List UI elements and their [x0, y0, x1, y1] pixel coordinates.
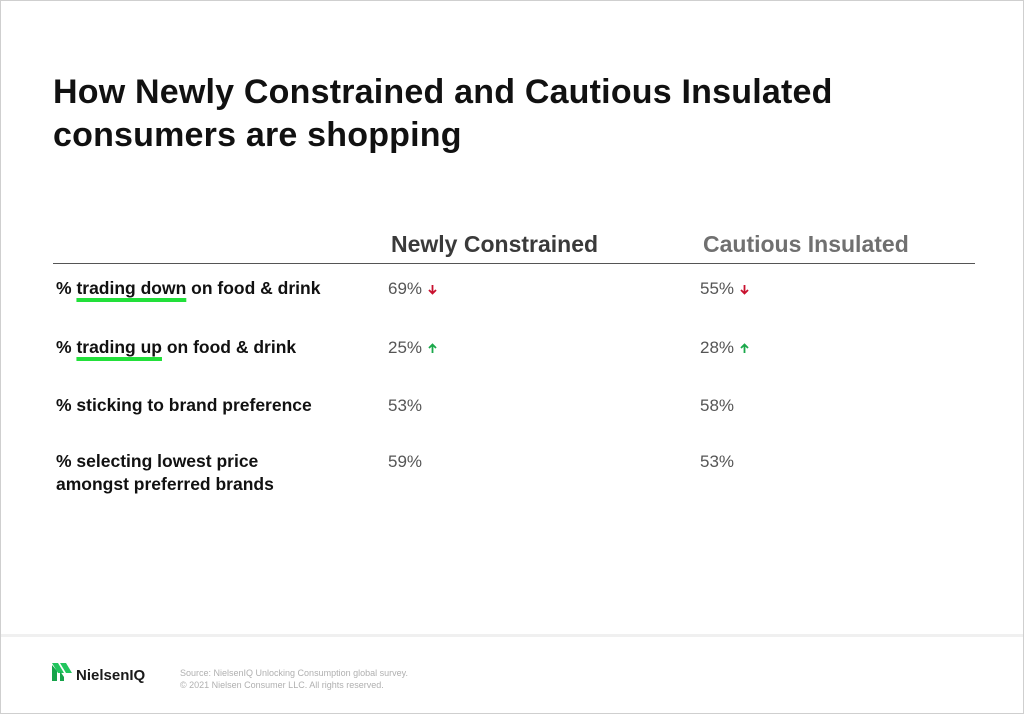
row-label-suffix: on food & drink — [186, 278, 321, 298]
arrow-down-icon — [740, 278, 749, 301]
highlighted-phrase-trading-down: trading down — [76, 278, 187, 298]
arrow-down-icon — [428, 278, 437, 301]
header-divider — [53, 263, 975, 264]
logo-text: NielsenIQ — [76, 667, 146, 684]
value-trading-up-newly-constrained: 25% — [388, 336, 437, 360]
value-lowest-price-cautious-insulated: 53% — [700, 452, 735, 471]
title-line-2: consumers are shopping — [53, 116, 462, 154]
value-text: 28% — [700, 338, 735, 357]
value-text: 25% — [388, 338, 423, 357]
row-label-lowest-price: % selecting lowest price amongst preferr… — [56, 450, 376, 496]
page-title: How Newly Constrained and Cautious Insul… — [53, 71, 973, 157]
row-label-prefix: % — [56, 337, 77, 357]
value-trading-up-cautious-insulated: 28% — [700, 336, 749, 360]
value-lowest-price-newly-constrained: 59% — [388, 452, 423, 471]
value-brand-preference-cautious-insulated: 58% — [700, 396, 735, 415]
row-label-line-1: % selecting lowest price — [56, 451, 259, 471]
row-label-suffix: on food & drink — [161, 337, 297, 357]
value-text: 55% — [700, 279, 735, 298]
row-label-prefix: % — [56, 278, 77, 298]
value-brand-preference-newly-constrained: 53% — [388, 396, 423, 415]
row-label-brand-preference: % sticking to brand preference — [56, 395, 312, 415]
nielseniq-logo-mark-icon — [51, 661, 75, 692]
highlighted-phrase-trading-up: trading up — [76, 337, 162, 357]
footer-divider — [1, 634, 1023, 637]
title-line-1: How Newly Constrained and Cautious Insul… — [53, 73, 833, 111]
row-label-trading-up: % trading up on food & drink — [56, 336, 376, 359]
column-header-cautious-insulated: Cautious Insulated — [703, 231, 909, 257]
value-trading-down-cautious-insulated: 55% — [700, 277, 749, 301]
arrow-up-icon — [428, 337, 437, 360]
arrow-up-icon — [740, 337, 749, 360]
source-line-1: Source: NielsenIQ Unlocking Consumption … — [180, 668, 408, 678]
value-trading-down-newly-constrained: 69% — [388, 277, 437, 301]
value-text: 69% — [388, 279, 423, 298]
row-label-line-2: amongst preferred brands — [56, 474, 274, 494]
copyright-line: © 2021 Nielsen Consumer LLC. All rights … — [180, 680, 384, 690]
column-header-newly-constrained: Newly Constrained — [391, 231, 599, 257]
source-note: Source: NielsenIQ Unlocking Consumption … — [180, 667, 408, 691]
row-label-trading-down: % trading down on food & drink — [56, 277, 376, 300]
